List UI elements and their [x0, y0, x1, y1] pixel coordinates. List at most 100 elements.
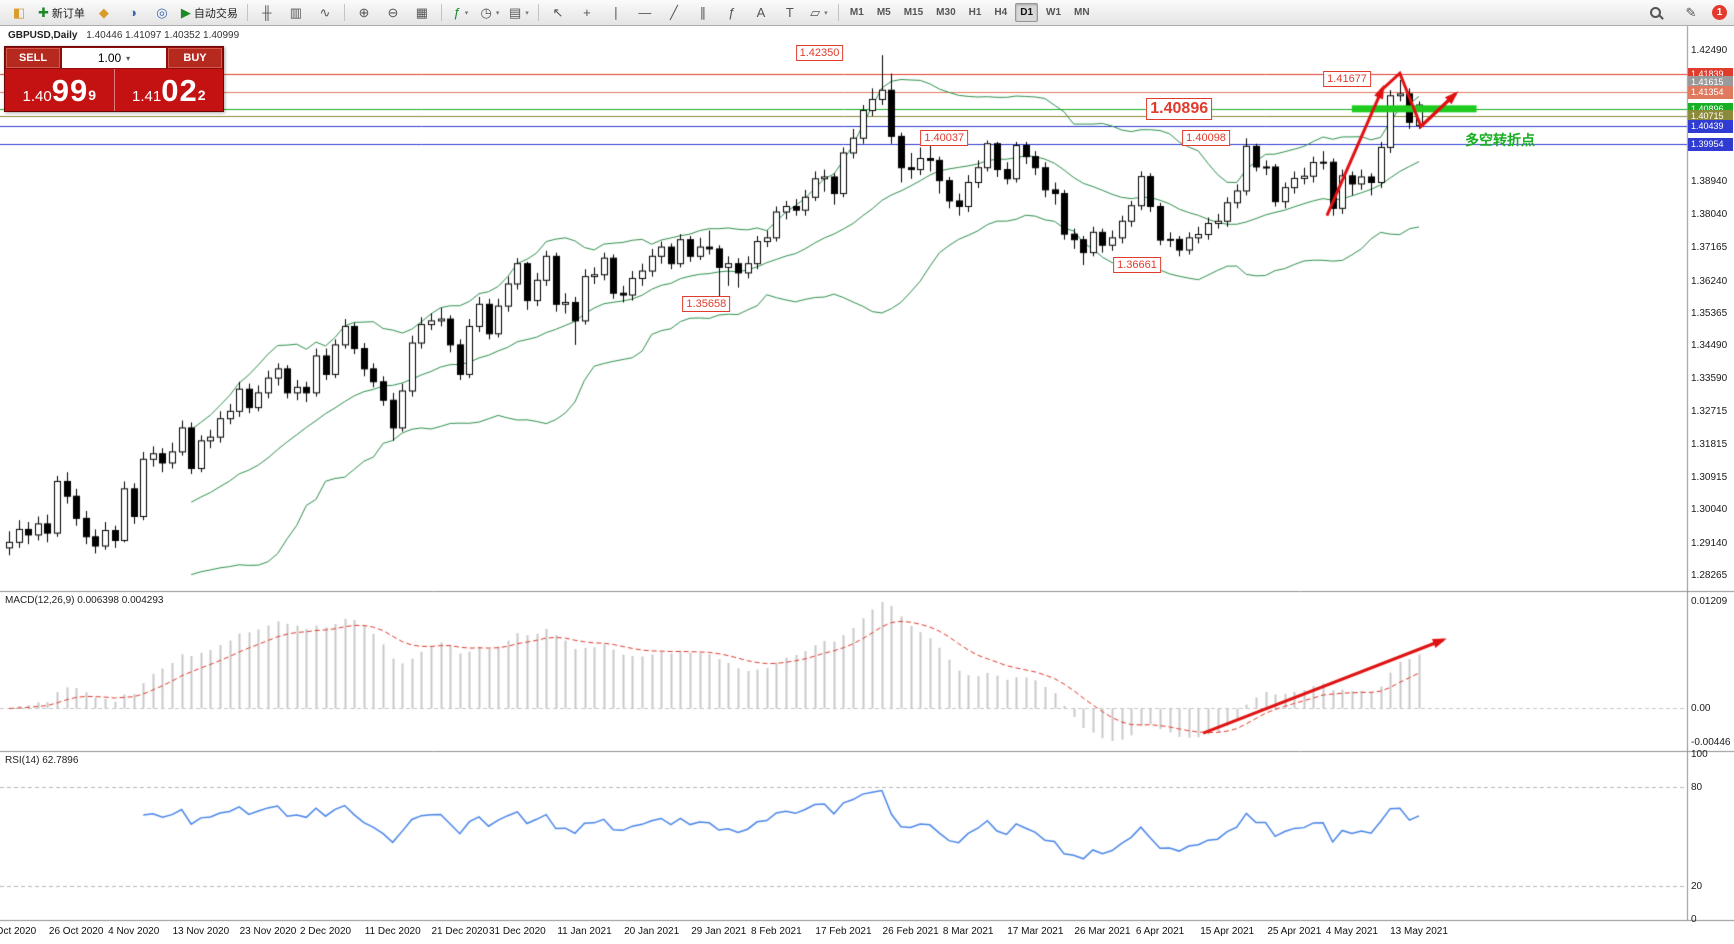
market-watch-icon-glyph: ◑: [128, 4, 137, 20]
buy-button[interactable]: BUY: [168, 48, 222, 68]
price-callout[interactable]: 1.40037: [920, 129, 969, 146]
time-axis-label: 4 May 2021: [1325, 926, 1378, 937]
channel-icon[interactable]: ∥: [689, 2, 717, 24]
axis-price-tag: 1.40715: [1688, 109, 1733, 123]
zoom-in-icon-glyph: ⊕: [358, 4, 370, 20]
axis-price-tag: 1.40439: [1688, 119, 1733, 133]
buy-price[interactable]: 1.41 02 2: [113, 69, 224, 111]
price-callout[interactable]: 1.41677: [1323, 71, 1371, 88]
rsi-axis-label: 100: [1691, 749, 1708, 760]
price-axis-label: 1.33590: [1691, 373, 1728, 385]
trendline-icon[interactable]: ╱: [660, 2, 688, 24]
axis-price-tag: 1.39954: [1688, 137, 1733, 151]
price-callout[interactable]: 1.40098: [1182, 129, 1230, 146]
cursor-icon-glyph: ↖: [552, 4, 564, 20]
time-axis-label: 6 Apr 2021: [1135, 926, 1185, 937]
price-axis-label: 1.31815: [1691, 438, 1728, 450]
chevron-down-icon: ▾: [495, 9, 500, 17]
horizontal-line-icon-glyph: ―: [638, 4, 652, 20]
tile-windows-icon[interactable]: ▦: [408, 2, 436, 24]
macd-axis-label: 0.01209: [1691, 596, 1728, 607]
toolbar-right-cluster: ✎ 1: [1642, 2, 1729, 24]
market-watch-icon[interactable]: ◑: [119, 2, 147, 24]
price-callout[interactable]: 1.42350: [795, 44, 844, 61]
text-icon[interactable]: A: [747, 2, 775, 24]
label-icon-glyph: T: [785, 4, 794, 20]
price-axis-label: 1.37165: [1691, 241, 1728, 253]
templates-icon[interactable]: ▤ ▾: [505, 2, 533, 24]
navigator-icon[interactable]: ◎: [148, 2, 176, 24]
timeframe-m15-button[interactable]: M15: [903, 7, 924, 18]
search-icon[interactable]: [1642, 2, 1670, 24]
indicators-icon[interactable]: ƒ ▾: [447, 2, 475, 24]
label-icon[interactable]: T: [776, 2, 804, 24]
shapes-icon[interactable]: ▱ ▾: [805, 2, 833, 24]
shapes-icon-glyph: ▱: [810, 4, 821, 20]
time-axis-label: 23 Nov 2020: [239, 926, 297, 937]
sell-price[interactable]: 1.40 99 9: [5, 69, 114, 111]
trade-widget-header: SELL 1.00 ▾ BUY: [5, 47, 223, 69]
timeframe-m1-button[interactable]: M1: [849, 7, 864, 18]
time-axis-label: 8 Feb 2021: [751, 926, 802, 937]
autotrading-button[interactable]: ▶ 自动交易: [177, 2, 242, 24]
horizontal-line-icon[interactable]: ―: [631, 2, 659, 24]
periods-icon[interactable]: ◷ ▾: [476, 2, 504, 24]
toolbar-separator: [837, 4, 839, 21]
timeframe-m30-button[interactable]: M30: [936, 7, 956, 18]
crosshair-icon-glyph: +: [583, 4, 591, 20]
candlestick-chart-type-icon-glyph: ▥: [289, 4, 303, 20]
notification-badge[interactable]: 1: [1712, 5, 1727, 20]
chevron-down-icon: ▾: [824, 9, 828, 17]
volume-input[interactable]: 1.00 ▾: [62, 48, 166, 68]
metaeditor-icon[interactable]: ◆: [90, 2, 118, 24]
price-axis-label: 1.28265: [1691, 570, 1728, 581]
candlestick-chart-type-icon[interactable]: ▥: [282, 2, 310, 24]
price-callout[interactable]: 1.36661: [1113, 257, 1161, 274]
chevron-down-icon: ▾: [525, 9, 529, 17]
edit-icon-glyph: ✎: [1685, 4, 1697, 20]
time-axis-label: 13 Nov 2020: [172, 926, 230, 937]
main-toolbar: ◧ ✚ 新订单 ◆ ◑ ◎ ▶ 自动交易 ╫ ▥ ∿ ⊕ ⊖ ▦ ƒ ▾ ◷ ▾ ▤ ▾ ↖ + ∣ ― ╱ ∥ ƒ A T ▱ ▾ M1 M5…: [0, 0, 1734, 26]
time-axis-label: 15 Apr 2021: [1200, 926, 1255, 937]
timeframe-h1-button[interactable]: H1: [968, 7, 982, 18]
time-axis-label: 20 Jan 2021: [624, 926, 680, 937]
price-axis-label: 1.38040: [1691, 209, 1728, 221]
channel-icon-glyph: ∥: [699, 4, 707, 20]
metaeditor-icon-glyph: ◆: [98, 4, 109, 20]
time-axis-label: 26 Feb 2021: [882, 926, 939, 937]
magnifier-glyph: [1649, 6, 1664, 20]
annotation-text[interactable]: 多空转折点: [1465, 131, 1536, 148]
line-chart-type-icon[interactable]: ∿: [311, 2, 339, 24]
chart-window-icon[interactable]: ◧: [5, 2, 33, 24]
bar-chart-type-icon[interactable]: ╫: [253, 2, 281, 24]
zoom-out-icon[interactable]: ⊖: [379, 2, 407, 24]
timeframe-d1-button[interactable]: D1: [1015, 3, 1039, 22]
price-axis-label: 1.30915: [1691, 472, 1728, 484]
timeframe-h4-button[interactable]: H4: [994, 7, 1008, 18]
price-callout[interactable]: 1.35658: [682, 295, 731, 312]
cursor-icon[interactable]: ↖: [544, 2, 572, 24]
new-order-button[interactable]: ✚ 新订单: [34, 2, 89, 24]
sell-button[interactable]: SELL: [6, 48, 60, 68]
fibonacci-icon[interactable]: ƒ: [718, 2, 746, 24]
rsi-axis-label: 20: [1691, 881, 1703, 892]
time-axis-label: 26 Mar 2021: [1074, 926, 1131, 937]
buy-price-big: 02: [161, 73, 198, 108]
vertical-line-icon[interactable]: ∣: [602, 2, 630, 24]
price-callout[interactable]: 1.40896: [1146, 98, 1213, 121]
price-axis-label: 1.30040: [1691, 504, 1728, 516]
zoom-in-icon[interactable]: ⊕: [350, 2, 378, 24]
price-axis-label: 1.34490: [1691, 340, 1728, 352]
toolbar-separator: [440, 4, 442, 21]
periods-icon-glyph: ◷: [480, 4, 492, 20]
timeframe-m5-button[interactable]: M5: [876, 7, 891, 18]
time-axis-label: 16 Oct 2020: [0, 926, 37, 937]
timeframe-w1-button[interactable]: W1: [1046, 7, 1062, 18]
volume-caret-icon[interactable]: ▾: [126, 53, 131, 63]
crosshair-icon[interactable]: +: [573, 2, 601, 24]
toolbar-separator: [246, 4, 248, 21]
timeframe-mn-button[interactable]: MN: [1074, 7, 1090, 18]
edit-icon[interactable]: ✎: [1677, 2, 1705, 24]
templates-icon-glyph: ▤: [509, 4, 522, 20]
